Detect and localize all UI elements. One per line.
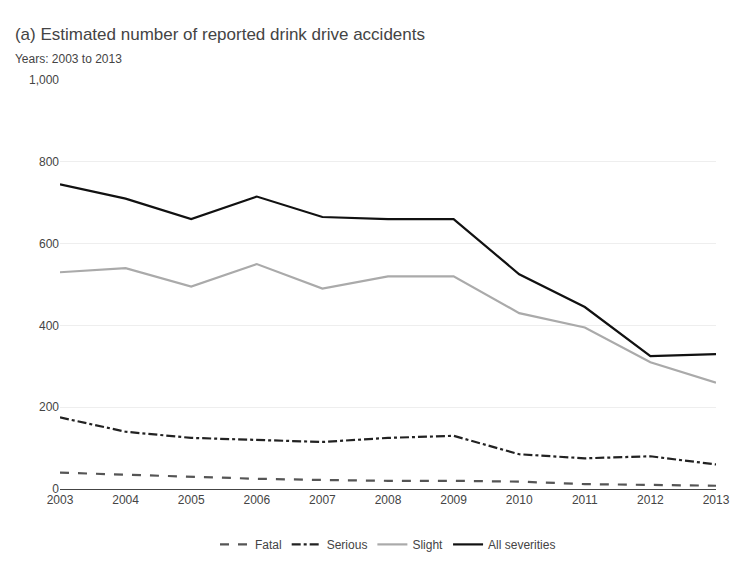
svg-text:2011: 2011 [572, 493, 598, 507]
svg-text:Years: 2003 to 2013: Years: 2003 to 2013 [15, 52, 122, 66]
svg-text:200: 200 [39, 400, 59, 414]
svg-text:2003: 2003 [47, 493, 74, 507]
svg-text:All severities: All severities [488, 538, 555, 552]
svg-text:800: 800 [39, 155, 59, 169]
svg-text:400: 400 [39, 319, 59, 333]
svg-text:1,000: 1,000 [29, 73, 59, 87]
svg-text:Serious: Serious [327, 538, 368, 552]
svg-text:2012: 2012 [637, 493, 664, 507]
svg-text:2006: 2006 [243, 493, 270, 507]
svg-text:2013: 2013 [703, 493, 730, 507]
svg-text:Fatal: Fatal [255, 538, 282, 552]
svg-text:600: 600 [39, 237, 59, 251]
svg-text:2010: 2010 [506, 493, 533, 507]
svg-text:2004: 2004 [112, 493, 139, 507]
svg-text:2009: 2009 [440, 493, 467, 507]
svg-text:(a) Estimated number of report: (a) Estimated number of reported drink d… [15, 25, 425, 44]
svg-text:2005: 2005 [178, 493, 205, 507]
svg-text:2007: 2007 [309, 493, 336, 507]
svg-text:Slight: Slight [412, 538, 443, 552]
svg-text:0: 0 [52, 482, 59, 496]
svg-text:2008: 2008 [375, 493, 402, 507]
